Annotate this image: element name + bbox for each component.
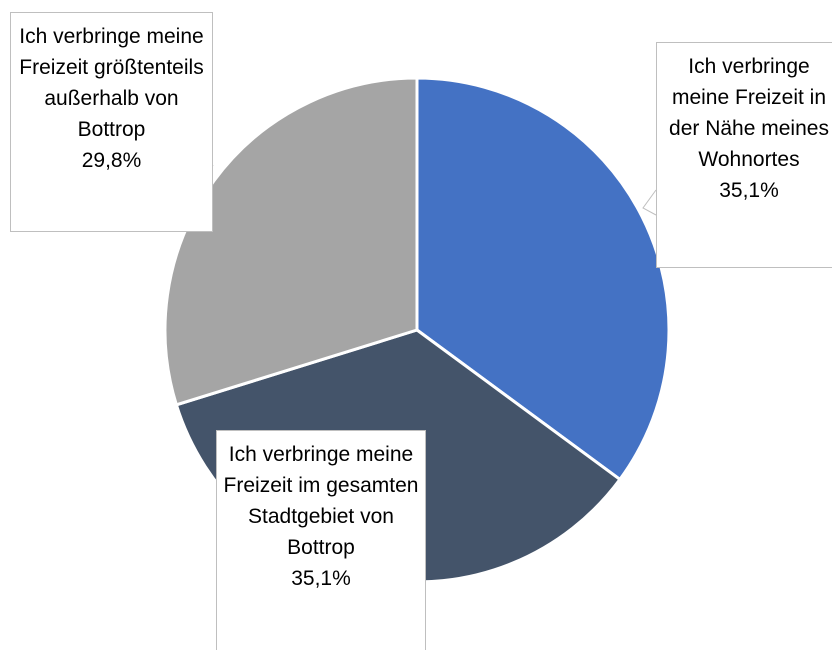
label-category: Ich verbringe meine Freizeit im gesamten…	[223, 443, 419, 559]
slice-label: Ich verbringe meine Freizeit in der Nähe…	[656, 42, 832, 268]
label-value: 35,1%	[291, 567, 351, 590]
label-category: Ich verbringe meine Freizeit größtenteil…	[19, 25, 204, 141]
pie-slice	[415, 76, 671, 482]
label-value: 29,8%	[81, 149, 142, 172]
slice-label: Ich verbringe meine Freizeit größtenteil…	[10, 12, 213, 232]
pie-slice	[163, 76, 419, 407]
label-value: 35,1%	[719, 179, 779, 202]
label-category: Ich verbringe meine Freizeit in der Nähe…	[669, 55, 829, 171]
slice-label: Ich verbringe meine Freizeit im gesamten…	[216, 430, 426, 650]
callout-pointer	[642, 189, 657, 216]
